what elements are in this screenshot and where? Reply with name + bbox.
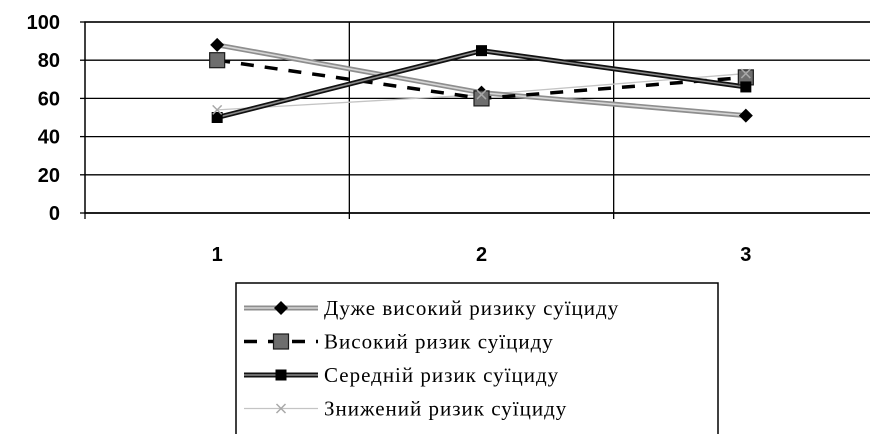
y-tick-label: 100 [27,12,60,34]
data-point-series-3 [211,112,223,123]
legend-label: Дуже високий ризику суїциду [324,296,619,320]
legend-marker [275,403,287,414]
legend-label: Середній ризик суїциду [324,363,559,387]
legend-marker [274,301,288,315]
data-point-series-4 [212,104,223,115]
legend-entry: Високий ризик суїциду [244,330,554,354]
y-tick-label: 40 [38,127,60,149]
data-point-series-4 [740,68,751,79]
y-tick-label: 60 [38,88,60,110]
legend: Дуже високий ризику суїциду Високий ризик… [235,282,719,434]
markers-layer [209,37,754,123]
axes: 0 20 40 60 80 100 1 2 3 [27,12,870,266]
data-point-series-4 [476,89,487,100]
data-point-series-2 [209,52,226,69]
data-point-series-3 [740,81,752,93]
legend-label: Високий ризик суїциду [324,330,554,354]
y-tick-label: 0 [49,203,60,225]
x-tick-label: 2 [476,244,487,266]
legend-entry: Дуже високий ризику суїциду [244,296,619,320]
legend-marker [275,369,287,381]
data-point-series-3 [476,45,487,57]
legend-entry: Знижений ризик суїциду [244,397,567,421]
x-tick-label: 1 [212,244,223,266]
data-point-series-2 [473,90,490,107]
legend-entry: Середній ризик суїциду [244,363,559,387]
y-tick-label: 20 [38,165,60,187]
data-point-series-1 [210,37,225,52]
data-point-series-1 [738,108,753,123]
x-tick-label: 3 [740,244,751,266]
legend-marker [272,333,290,350]
y-tick-label: 80 [38,50,60,72]
legend-label: Знижений ризик суїциду [324,397,567,421]
